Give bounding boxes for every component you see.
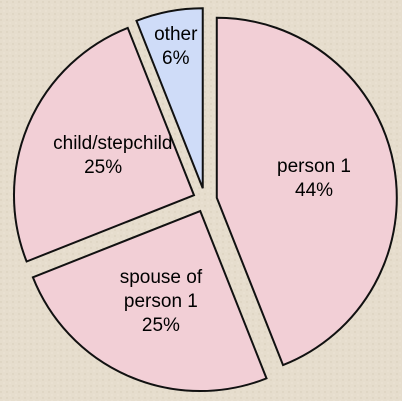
slice-label: spouse of person 1 25% [111,266,211,338]
category-label: person 1 [277,156,351,178]
value-label: 25% [141,314,180,336]
slice-label: person 1 44% [264,155,364,203]
pie-slice [31,209,268,392]
pie-slice [215,16,398,367]
slice-label: other 6% [146,23,206,71]
pie-slice [13,26,196,263]
slice-label: child/stepchild 25% [53,132,173,180]
value-label: 44% [295,180,334,202]
category-label: spouse of person 1 [119,266,203,312]
value-label: 6% [162,47,190,69]
category-label: other [154,23,198,45]
category-label: child/stepchild [53,132,173,154]
pie-slice [135,7,204,189]
value-label: 25% [84,156,123,178]
